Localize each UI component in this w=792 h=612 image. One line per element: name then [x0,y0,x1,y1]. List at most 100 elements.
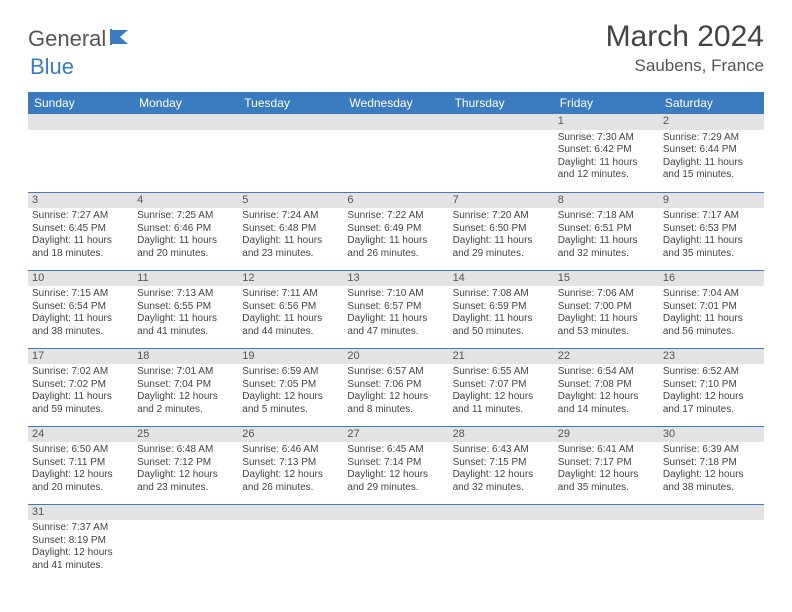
day-number [554,505,659,521]
day-info-line: Daylight: 11 hours and 29 minutes. [453,235,550,260]
day-number: 22 [554,349,659,365]
day-cell: 26Sunrise: 6:46 AMSunset: 7:13 PMDayligh… [238,426,343,504]
day-info-line: Daylight: 11 hours and 56 minutes. [663,313,760,338]
day-info-line: Daylight: 11 hours and 18 minutes. [32,235,129,260]
day-number: 12 [238,271,343,287]
day-cell: 16Sunrise: 7:04 AMSunset: 7:01 PMDayligh… [659,270,764,348]
day-info-line: Sunset: 6:46 PM [137,223,234,236]
day-info-line: Daylight: 12 hours and 8 minutes. [347,391,444,416]
day-info-line: Sunrise: 7:11 AM [242,288,339,301]
day-info-line: Sunrise: 6:45 AM [347,444,444,457]
day-number [133,505,238,521]
day-info-line: Sunrise: 6:43 AM [453,444,550,457]
day-header: Friday [554,92,659,114]
day-info-line: Sunrise: 7:22 AM [347,210,444,223]
week-row: 10Sunrise: 7:15 AMSunset: 6:54 PMDayligh… [28,270,764,348]
day-info-line: Sunrise: 7:30 AM [558,132,655,145]
day-info-line: Sunrise: 7:02 AM [32,366,129,379]
day-cell: 6Sunrise: 7:22 AMSunset: 6:49 PMDaylight… [343,192,448,270]
day-info-line: Sunrise: 7:17 AM [663,210,760,223]
day-info-line: Sunset: 6:53 PM [663,223,760,236]
day-info-line: Daylight: 12 hours and 23 minutes. [137,469,234,494]
day-info-line: Sunrise: 7:04 AM [663,288,760,301]
empty-cell [133,504,238,582]
week-row: 24Sunrise: 6:50 AMSunset: 7:11 PMDayligh… [28,426,764,504]
week-row: 3Sunrise: 7:27 AMSunset: 6:45 PMDaylight… [28,192,764,270]
day-number: 26 [238,427,343,443]
flag-icon [110,28,132,51]
empty-cell [659,504,764,582]
day-info-line: Sunset: 6:45 PM [32,223,129,236]
day-info-line: Sunset: 7:05 PM [242,379,339,392]
empty-cell [343,504,448,582]
day-number: 4 [133,193,238,209]
day-info-line: Sunset: 6:42 PM [558,144,655,157]
day-info-line: Sunset: 7:13 PM [242,457,339,470]
day-info-line: Daylight: 12 hours and 17 minutes. [663,391,760,416]
week-row: 1Sunrise: 7:30 AMSunset: 6:42 PMDaylight… [28,114,764,192]
day-info-line: Daylight: 12 hours and 2 minutes. [137,391,234,416]
day-info-line: Daylight: 11 hours and 12 minutes. [558,157,655,182]
day-number: 11 [133,271,238,287]
day-info-line: Sunrise: 6:39 AM [663,444,760,457]
day-info-line: Daylight: 11 hours and 15 minutes. [663,157,760,182]
day-info-line: Sunrise: 7:20 AM [453,210,550,223]
day-info-line: Daylight: 12 hours and 26 minutes. [242,469,339,494]
day-info-line: Daylight: 11 hours and 50 minutes. [453,313,550,338]
day-info-line: Sunset: 7:01 PM [663,301,760,314]
day-cell: 14Sunrise: 7:08 AMSunset: 6:59 PMDayligh… [449,270,554,348]
day-info-line: Sunset: 7:06 PM [347,379,444,392]
day-number: 16 [659,271,764,287]
day-info-line: Sunset: 6:44 PM [663,144,760,157]
day-cell: 3Sunrise: 7:27 AMSunset: 6:45 PMDaylight… [28,192,133,270]
empty-cell [449,114,554,192]
day-info-line: Sunrise: 7:27 AM [32,210,129,223]
day-number [133,114,238,130]
day-header: Wednesday [343,92,448,114]
day-info-line: Sunrise: 6:55 AM [453,366,550,379]
week-row: 17Sunrise: 7:02 AMSunset: 7:02 PMDayligh… [28,348,764,426]
day-cell: 31Sunrise: 7:37 AMSunset: 8:19 PMDayligh… [28,504,133,582]
calendar-body: 1Sunrise: 7:30 AMSunset: 6:42 PMDaylight… [28,114,764,582]
day-number: 19 [238,349,343,365]
day-number [238,505,343,521]
month-title: March 2024 [606,20,764,54]
day-cell: 2Sunrise: 7:29 AMSunset: 6:44 PMDaylight… [659,114,764,192]
day-number [343,114,448,130]
day-number: 2 [659,114,764,130]
day-cell: 8Sunrise: 7:18 AMSunset: 6:51 PMDaylight… [554,192,659,270]
day-info-line: Sunrise: 6:52 AM [663,366,760,379]
day-number: 18 [133,349,238,365]
day-number: 5 [238,193,343,209]
day-number: 3 [28,193,133,209]
day-info-line: Daylight: 12 hours and 5 minutes. [242,391,339,416]
day-number: 9 [659,193,764,209]
day-number: 10 [28,271,133,287]
day-info-line: Sunset: 8:19 PM [32,535,129,548]
day-cell: 20Sunrise: 6:57 AMSunset: 7:06 PMDayligh… [343,348,448,426]
day-number: 1 [554,114,659,130]
day-info-line: Daylight: 11 hours and 26 minutes. [347,235,444,260]
day-number: 28 [449,427,554,443]
day-info-line: Daylight: 11 hours and 41 minutes. [137,313,234,338]
empty-cell [554,504,659,582]
day-cell: 4Sunrise: 7:25 AMSunset: 6:46 PMDaylight… [133,192,238,270]
day-info-line: Daylight: 11 hours and 20 minutes. [137,235,234,260]
day-cell: 28Sunrise: 6:43 AMSunset: 7:15 PMDayligh… [449,426,554,504]
day-cell: 12Sunrise: 7:11 AMSunset: 6:56 PMDayligh… [238,270,343,348]
logo-text-blue: Blue [30,54,766,80]
day-number [449,114,554,130]
day-info-line: Daylight: 12 hours and 32 minutes. [453,469,550,494]
day-number: 30 [659,427,764,443]
day-number: 13 [343,271,448,287]
day-number: 27 [343,427,448,443]
day-info-line: Daylight: 11 hours and 38 minutes. [32,313,129,338]
day-cell: 17Sunrise: 7:02 AMSunset: 7:02 PMDayligh… [28,348,133,426]
day-info-line: Sunrise: 6:50 AM [32,444,129,457]
day-info-line: Daylight: 11 hours and 47 minutes. [347,313,444,338]
day-info-line: Sunset: 7:02 PM [32,379,129,392]
day-info-line: Sunrise: 7:13 AM [137,288,234,301]
day-number: 8 [554,193,659,209]
day-info-line: Sunrise: 7:18 AM [558,210,655,223]
day-info-line: Sunset: 7:18 PM [663,457,760,470]
